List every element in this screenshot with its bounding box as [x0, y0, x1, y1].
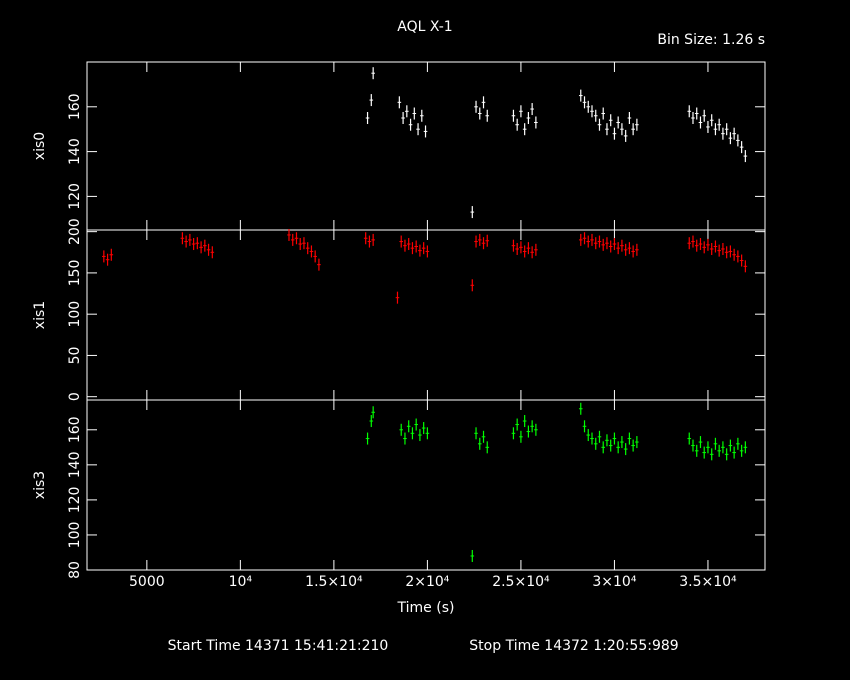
x-tick-label: 10⁴: [229, 574, 253, 590]
x-tick-label: 3.5×10⁴: [679, 574, 737, 590]
chart-title: AQL X-1: [397, 19, 452, 35]
y-tick-label: 100: [67, 522, 83, 549]
y-tick-label: 120: [67, 183, 83, 210]
x-tick-label: 2.5×10⁴: [492, 574, 550, 590]
plot-frame: [86, 61, 766, 231]
y-tick-label: 80: [67, 561, 83, 579]
y-tick-label: 140: [67, 138, 83, 165]
y-axis-label: xis3: [32, 471, 48, 499]
x-tick-label: 2×10⁴: [405, 574, 449, 590]
y-tick-label: 140: [67, 451, 83, 478]
y-axis-label: xis1: [32, 301, 48, 329]
bin-size: Bin Size: 1.26 s: [657, 32, 765, 48]
y-tick-label: 160: [67, 93, 83, 120]
y-tick-label: 50: [67, 347, 83, 365]
x-tick-label: 5000: [129, 574, 165, 590]
y-tick-label: 0: [67, 392, 83, 401]
y-tick-label: 150: [67, 260, 83, 287]
y-tick-label: 200: [67, 218, 83, 245]
plot-frame: [86, 229, 766, 401]
x-tick-label: 3×10⁴: [592, 574, 636, 590]
y-tick-label: 120: [67, 487, 83, 514]
y-tick-label: 100: [67, 301, 83, 328]
x-axis-label: Time (s): [397, 600, 455, 616]
stop-time: Stop Time 14372 1:20:55:989: [469, 638, 678, 654]
y-tick-label: 160: [67, 416, 83, 443]
plot-frame: [86, 399, 766, 571]
y-axis-label: xis0: [32, 132, 48, 160]
start-time: Start Time 14371 15:41:21:210: [168, 638, 389, 654]
x-tick-label: 1.5×10⁴: [305, 574, 363, 590]
